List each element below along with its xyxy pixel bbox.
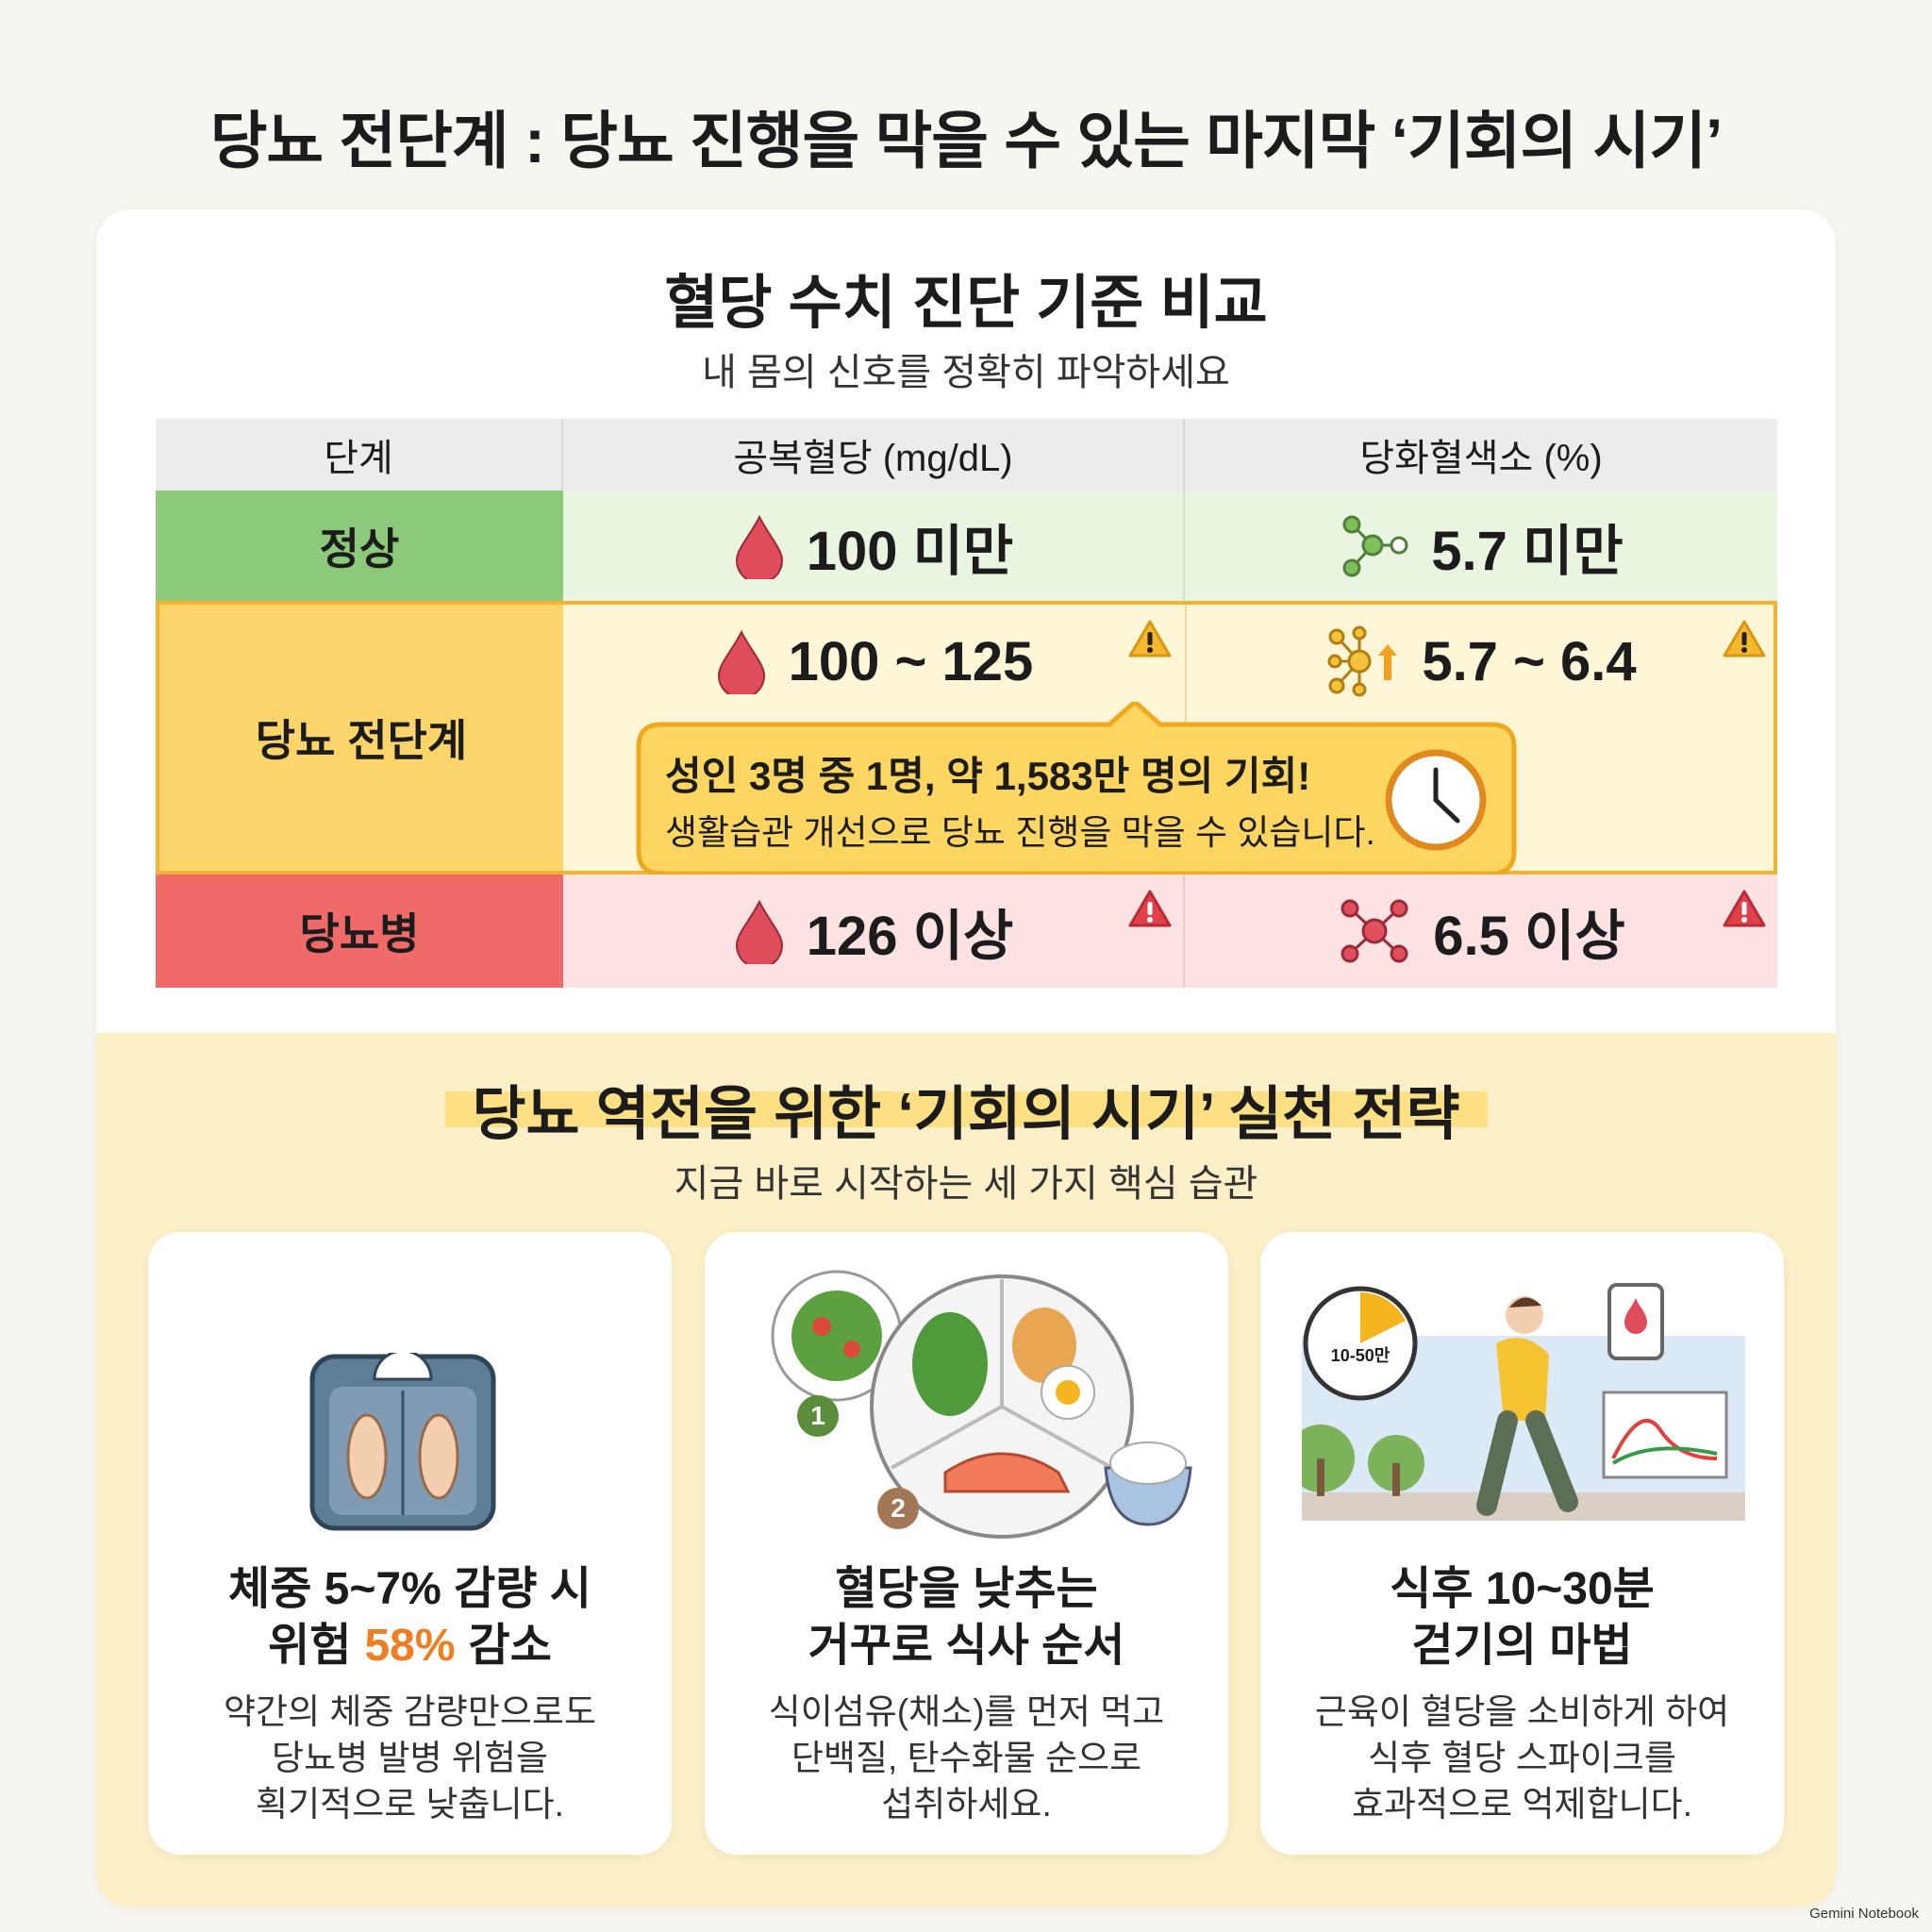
molecule-icon (1341, 899, 1408, 963)
warning-icon (1723, 620, 1766, 658)
card-title-line: 위험 58% 감소 (148, 1607, 672, 1674)
callout-headline: 성인 3명 중 1명, 약 1,583만 명의 기회! (665, 754, 1311, 798)
warning-icon (1128, 620, 1172, 658)
drop-icon (735, 514, 783, 579)
molecule-icon (1327, 625, 1398, 697)
body-line: 당뇨병 발병 위험을 (272, 1739, 548, 1777)
body-line: 약간의 체중 감량만으로도 (224, 1692, 596, 1731)
title-part: 위험 (268, 1621, 352, 1671)
card-title-line: 거꾸로 식사 순서 (705, 1607, 1228, 1674)
callout-text: 생활습관 개선으로 당뇨 진행을 막을 수 있습니다. (665, 813, 1375, 852)
highlight-value: 58% (364, 1621, 456, 1671)
header-cell: 당화혈색소 (%) (1185, 419, 1777, 491)
stage-cell: 정상 (156, 491, 563, 601)
plate-illustration (771, 1270, 1192, 1539)
value-cell: 5.7 ~ 6.4 (1185, 605, 1777, 718)
clock-label: 10-50만 (1330, 1346, 1391, 1365)
watermark: Gemini Notebook (1809, 1906, 1919, 1922)
title-part: 걷기의 마법 (1411, 1621, 1633, 1671)
card-title-line: 식후 10~30분 (1390, 1564, 1655, 1614)
body-line: 섭취하세요. (881, 1785, 1052, 1824)
callout-box (636, 702, 1517, 876)
card-title-line: 혈당을 낮추는 (835, 1564, 1098, 1614)
title-highlight (445, 1091, 1488, 1127)
body-line: 획기적으로 낮춥니다. (256, 1785, 564, 1824)
molecule-icon (1342, 515, 1408, 576)
body-line: 효과적으로 억제합니다. (1352, 1785, 1692, 1824)
body-line: 단백질, 탄수화물 순으로 (791, 1739, 1142, 1777)
hba1c-value: 5.7 ~ 6.4 (1422, 630, 1637, 692)
stage-cell: 당뇨병 (156, 874, 563, 988)
header-cell: 공복혈당 (mg/dL) (563, 419, 1185, 491)
hba1c-value: 5.7 미만 (1431, 520, 1624, 582)
scale-illustration (309, 1353, 496, 1531)
body-line: 근육이 혈당을 소비하게 하여 (1314, 1692, 1730, 1731)
value-cell: 126 이상 (563, 874, 1185, 988)
walking-illustration (1302, 1283, 1745, 1521)
header-cell: 단계 (156, 419, 563, 491)
value-cell: 100 미만 (563, 491, 1185, 601)
comparison-table: 단계 공복혈당 (mg/dL) 당화혈색소 (%) 정상 100 미만 5.7 … (156, 419, 1777, 1195)
warning-icon (1128, 890, 1172, 927)
step-number: 2 (891, 1493, 906, 1523)
fasting-value: 100 ~ 125 (788, 630, 1034, 692)
step-number: 1 (810, 1401, 825, 1430)
hba1c-value: 6.5 이상 (1433, 906, 1625, 967)
title-part: 거꾸로 식사 순서 (808, 1621, 1125, 1671)
warning-icon (1723, 890, 1766, 927)
strategy-subtitle: 지금 바로 시작하는 세 가지 핵심 습관 (674, 1163, 1258, 1205)
value-cell: 6.5 이상 (1185, 874, 1777, 988)
title-part: 감소 (468, 1621, 552, 1671)
main-title: 당뇨 전단계 : 당뇨 진행을 막을 수 있는 마지막 ‘기회의 시기’ (209, 106, 1724, 175)
drop-icon (735, 899, 783, 964)
body-line: 식후 혈당 스파이크를 (1368, 1739, 1676, 1777)
drop-icon (717, 629, 765, 694)
strategy-title: 당뇨 역전을 위한 ‘기회의 시기’ 실천 전략 (472, 1082, 1460, 1147)
stage-cell: 당뇨 전단계 (159, 605, 563, 871)
fasting-value: 126 이상 (806, 906, 1014, 967)
fasting-value: 100 미만 (806, 520, 1014, 582)
comparison-title: 혈당 수치 진단 기준 비교 (664, 271, 1268, 336)
value-cell: 5.7 미만 (1185, 491, 1777, 601)
card-title-line: 체중 5~7% 감량 시 (228, 1564, 591, 1614)
body-line: 식이섬유(채소)를 먼저 먹고 (768, 1692, 1165, 1731)
comparison-subtitle: 내 몸의 신호를 정확히 파악하세요 (702, 352, 1230, 393)
value-cell: 100 ~ 125 (563, 605, 1185, 718)
card-title-line: 걷기의 마법 (1260, 1607, 1784, 1674)
